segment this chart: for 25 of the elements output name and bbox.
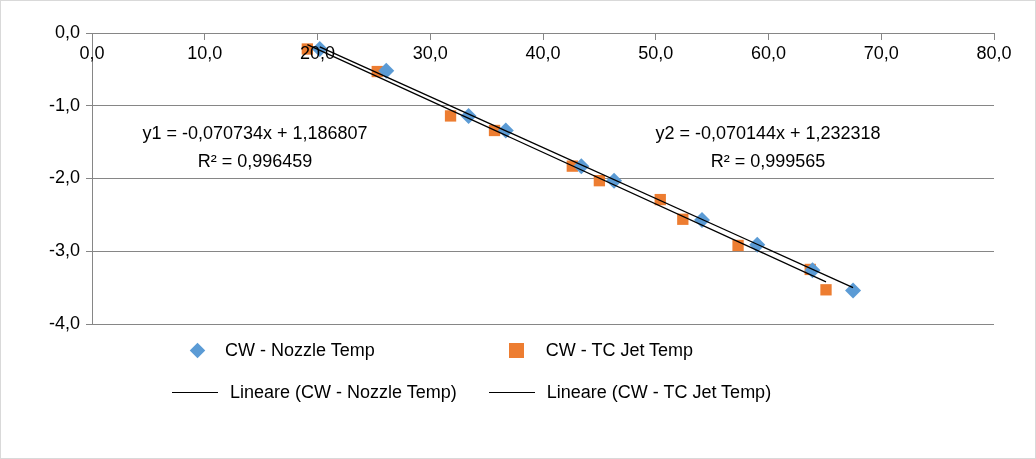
y-tick-label: -3,0 <box>48 240 80 261</box>
point <box>820 284 832 296</box>
annotation: R² = 0,996459 <box>197 150 313 171</box>
x-tick-label: 60,0 <box>750 42 787 63</box>
annotation: y2 = -0,070144x + 1,232318 <box>655 122 881 143</box>
x-tick-label: 40,0 <box>525 42 561 63</box>
legend-label: CW - Nozzle Temp <box>225 339 375 361</box>
y-tick-label: 0,0 <box>54 21 80 42</box>
legend-label: Lineare (CW - Nozzle Temp) <box>230 381 457 403</box>
y-tick-label: -2,0 <box>48 167 80 188</box>
point <box>378 62 395 79</box>
x-tick-label: 50,0 <box>638 42 674 63</box>
point <box>444 110 457 122</box>
x-tick-label: 0,0 <box>79 42 105 63</box>
y-tick-label: -1,0 <box>48 94 80 115</box>
legend-label: CW - TC Jet Temp <box>545 339 694 361</box>
x-tick-label: 70,0 <box>863 42 899 63</box>
y-tick-label: -4,0 <box>48 312 80 333</box>
legend-label: Lineare (CW - TC Jet Temp) <box>546 381 772 403</box>
x-tick-label: 80,0 <box>976 42 1012 63</box>
point <box>845 282 862 299</box>
x-tick-label: 10,0 <box>187 42 223 63</box>
x-tick-label: 30,0 <box>412 42 448 63</box>
annotation: R² = 0,999565 <box>710 150 826 171</box>
annotation: y1 = -0,070734x + 1,186807 <box>142 122 368 143</box>
